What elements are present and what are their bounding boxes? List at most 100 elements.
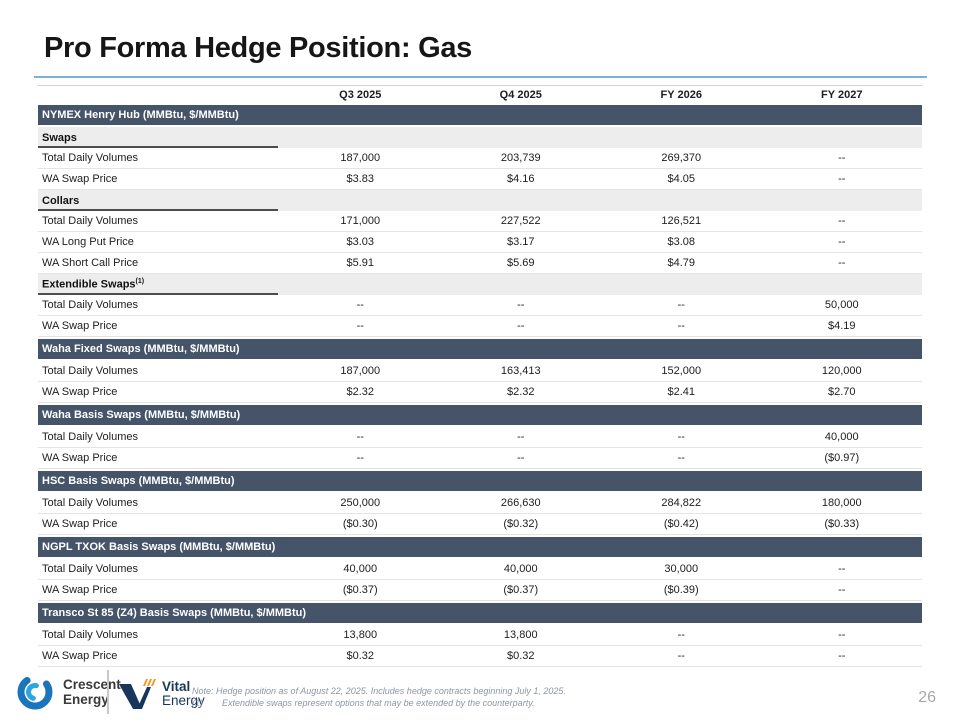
cell-value: 120,000 (821, 365, 862, 377)
section-band-label: NYMEX Henry Hub (MMBtu, $/MMBtu) (42, 109, 239, 121)
table-row: WA Swap Price ($0.37) ($0.37) ($0.39) -- (38, 580, 922, 601)
cell-value: -- (517, 452, 525, 464)
row-label: Total Daily Volumes (42, 497, 138, 509)
row-label: WA Swap Price (42, 320, 118, 332)
subsection-label: Swaps (42, 131, 77, 144)
cell-value: 187,000 (340, 365, 381, 377)
cell-value: -- (838, 236, 846, 248)
section-band: Waha Fixed Swaps (MMBtu, $/MMBtu) (38, 339, 922, 359)
subsection-label-cell: Collars (38, 195, 280, 207)
cell-value: -- (838, 563, 846, 575)
page-title: Pro Forma Hedge Position: Gas (44, 32, 472, 64)
page-number: 26 (918, 689, 936, 706)
vital-energy-icon (119, 679, 156, 709)
section-band: Waha Basis Swaps (MMBtu, $/MMBtu) (38, 405, 922, 425)
row-label: WA Swap Price (42, 452, 118, 464)
cell-value: -- (356, 320, 364, 332)
row-label: Total Daily Volumes (42, 299, 138, 311)
table-row: WA Swap Price $3.83 $4.16 $4.05 -- (38, 169, 922, 190)
subsection-footnote-ref: (1) (135, 278, 145, 286)
table-row: Total Daily Volumes 13,800 13,800 -- -- (38, 625, 922, 646)
footnote-line1: Note: Hedge position as of August 22, 20… (192, 686, 566, 696)
crescent-energy-icon (17, 674, 53, 710)
cell-value: $3.08 (667, 236, 696, 248)
section-band: NGPL TXOK Basis Swaps (MMBtu, $/MMBtu) (38, 537, 922, 557)
row-label: Total Daily Volumes (42, 431, 138, 443)
table-row: WA Swap Price ($0.30) ($0.32) ($0.42) ($0.33… (38, 514, 922, 535)
footer: Crescent Energy Vital Energy Note: Hedge… (0, 668, 960, 720)
section-band-label: HSC Basis Swaps (MMBtu, $/MMBtu) (42, 475, 235, 487)
table-row: WA Swap Price -- -- -- $4.19 (38, 316, 922, 337)
row-label: WA Swap Price (42, 386, 118, 398)
crescent-logo-line1: Crescent (63, 677, 121, 692)
table-row: Total Daily Volumes 40,000 40,000 30,000 -- (38, 559, 922, 580)
footnote-line2-text: Extendible swaps represent options that … (222, 697, 535, 708)
cell-value: $2.32 (506, 386, 535, 398)
table-row: Total Daily Volumes 250,000 266,630 284,822… (38, 493, 922, 514)
crescent-logo-line2: Energy (63, 692, 109, 707)
row-label: WA Swap Price (42, 584, 118, 596)
row-label: WA Swap Price (42, 650, 118, 662)
footnotes: Note: Hedge position as of August 22, 20… (192, 686, 612, 709)
crescent-energy-logo: Crescent Energy (14, 671, 121, 713)
cell-value: 187,000 (340, 152, 381, 164)
section-band-label: Waha Basis Swaps (MMBtu, $/MMBtu) (42, 409, 241, 421)
cell-value: -- (838, 629, 846, 641)
cell-value: -- (677, 431, 685, 443)
cell-value: -- (838, 257, 846, 269)
row-label: Total Daily Volumes (42, 365, 138, 377)
cell-value: $0.32 (346, 650, 375, 662)
vital-logo-line2: Energy (162, 693, 205, 708)
table-row: Total Daily Volumes 187,000 163,413 152,000… (38, 361, 922, 382)
cell-value: $4.19 (827, 320, 856, 332)
table-row: WA Short Call Price $5.91 $5.69 $4.79 -- (38, 253, 922, 274)
cell-value: 40,000 (343, 563, 378, 575)
row-label: Total Daily Volumes (42, 215, 138, 227)
subsection-header: Extendible Swaps(1) (38, 274, 922, 295)
cell-value: 180,000 (821, 497, 862, 509)
cell-value: 266,630 (500, 497, 541, 509)
hedge-table: Q3 2025 Q4 2025 FY 2026 FY 2027 NYMEX Henry … (38, 85, 922, 667)
cell-value: $0.32 (506, 650, 535, 662)
row-label: Total Daily Volumes (42, 629, 138, 641)
cell-value: -- (838, 584, 846, 596)
cell-value: ($0.32) (503, 518, 539, 530)
cell-value: $2.32 (346, 386, 375, 398)
cell-value: $4.16 (506, 173, 535, 185)
cell-value: 13,800 (503, 629, 538, 641)
cell-value: $5.69 (506, 257, 535, 269)
cell-value: -- (517, 299, 525, 311)
cell-value: -- (677, 320, 685, 332)
cell-value: -- (677, 452, 685, 464)
cell-value: -- (838, 152, 846, 164)
subsection-header: Swaps (38, 127, 922, 148)
cell-value: ($0.30) (342, 518, 378, 530)
cell-value: ($0.37) (342, 584, 378, 596)
column-header: Q3 2025 (339, 88, 382, 101)
cell-value: 171,000 (340, 215, 381, 227)
vital-logo-text: Vital Energy (162, 680, 205, 708)
row-label: WA Swap Price (42, 518, 118, 530)
cell-value: -- (838, 215, 846, 227)
column-header: Q4 2025 (499, 88, 542, 101)
subsection-header: Collars (38, 190, 922, 211)
cell-value: 13,800 (343, 629, 378, 641)
cell-value: 40,000 (503, 563, 538, 575)
cell-value: -- (838, 173, 846, 185)
row-label: WA Long Put Price (42, 236, 134, 248)
section-band-label: NGPL TXOK Basis Swaps (MMBtu, $/MMBtu) (42, 541, 276, 553)
cell-value: 250,000 (340, 497, 381, 509)
cell-value: ($0.42) (663, 518, 699, 530)
cell-value: -- (677, 650, 685, 662)
section-band: NYMEX Henry Hub (MMBtu, $/MMBtu) (38, 105, 922, 125)
row-label: WA Short Call Price (42, 257, 139, 269)
footnote-line2: (1) Extendible swaps represent options t… (192, 698, 612, 710)
cell-value: -- (517, 320, 525, 332)
section-band: Transco St 85 (Z4) Basis Swaps (MMBtu, $… (38, 603, 922, 623)
table-row: WA Swap Price $2.32 $2.32 $2.41 $2.70 (38, 382, 922, 403)
cell-value: 284,822 (661, 497, 702, 509)
cell-value: $4.79 (667, 257, 696, 269)
footnote-marker: (1) (192, 697, 203, 708)
cell-value: ($0.97) (824, 452, 860, 464)
